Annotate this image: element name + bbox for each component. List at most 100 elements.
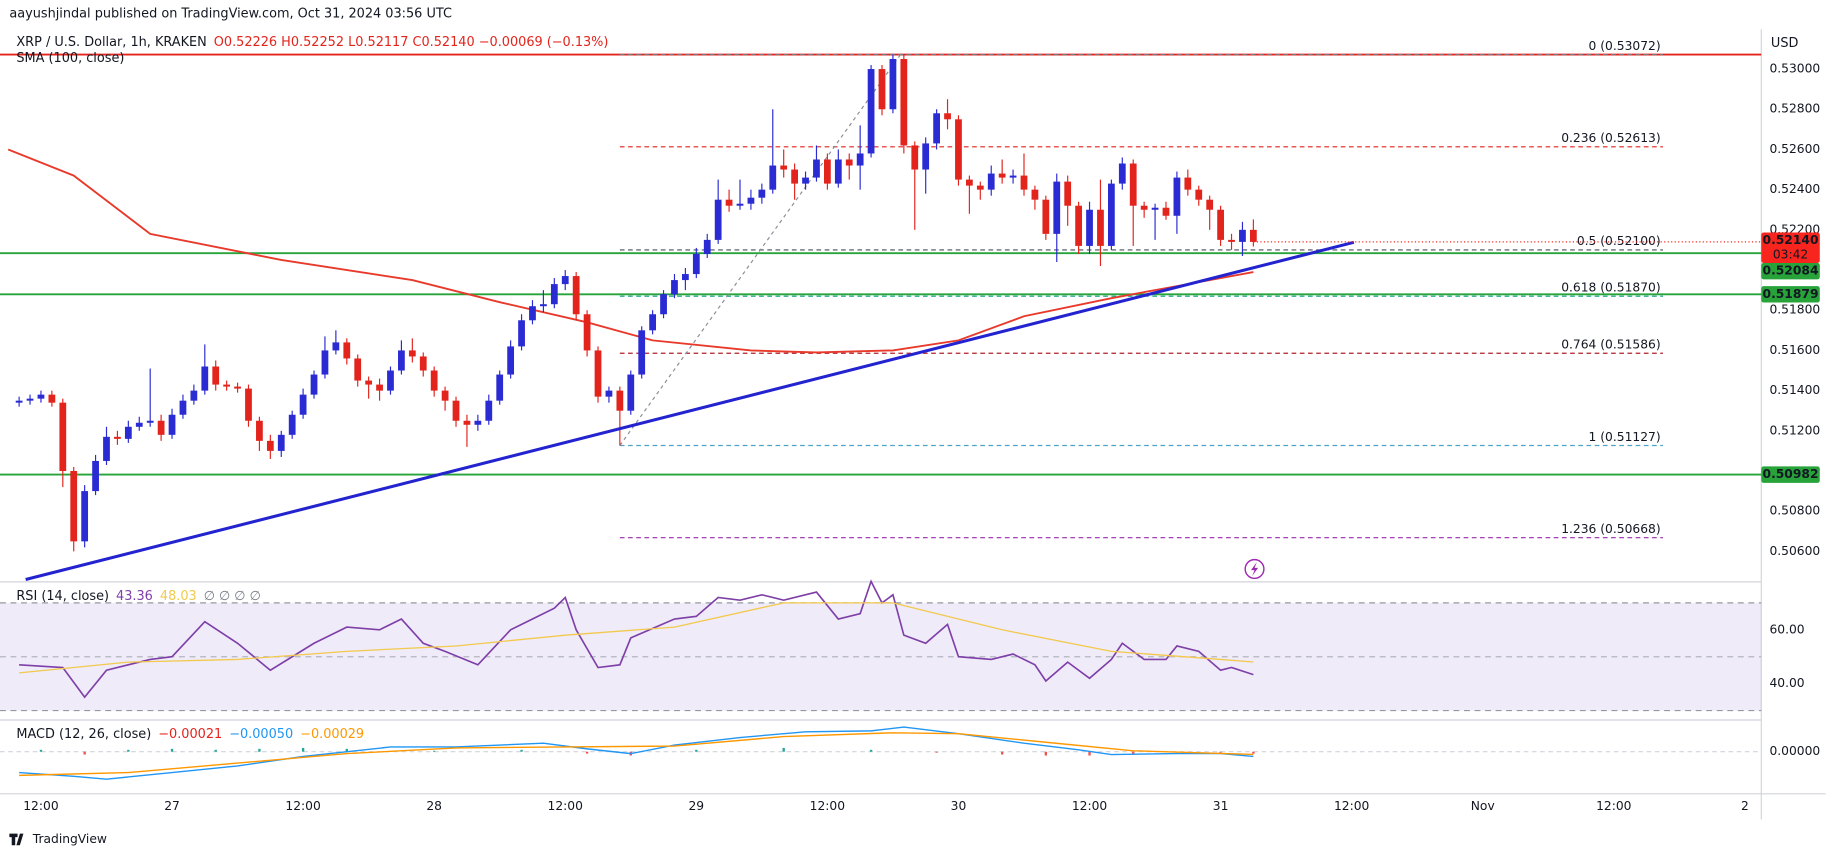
candle-body bbox=[266, 440, 274, 451]
candle-body bbox=[998, 173, 1006, 178]
y-tick-label: 0.52800 bbox=[1769, 102, 1820, 116]
candle-body bbox=[1097, 209, 1104, 246]
x-tick-label: 2 bbox=[1741, 799, 1749, 813]
macd-line bbox=[19, 732, 1254, 777]
candle-body bbox=[758, 189, 766, 198]
candle-body bbox=[922, 143, 930, 170]
x-tick-label: 12:00 bbox=[23, 799, 58, 813]
candle-body bbox=[1184, 177, 1192, 190]
fib-connector bbox=[619, 54, 902, 446]
candle-body bbox=[1249, 229, 1257, 242]
legend: XRP / U.S. Dollar, 1h, KRAKEN O0.52226 H0… bbox=[16, 35, 608, 50]
trend-line bbox=[25, 240, 1355, 582]
candle-body bbox=[671, 280, 678, 295]
candle-body bbox=[496, 374, 504, 401]
candle-body bbox=[550, 284, 558, 305]
macd-histogram-bar bbox=[258, 748, 261, 752]
macd-histogram-bar bbox=[170, 748, 174, 752]
candle-body bbox=[813, 159, 820, 178]
candle-body bbox=[769, 165, 777, 190]
candle-body bbox=[1129, 163, 1137, 206]
macd-histogram-bar bbox=[1088, 751, 1091, 756]
y-tick-label: 0.51600 bbox=[1769, 343, 1820, 357]
candle-body bbox=[223, 384, 231, 387]
candle-body bbox=[1195, 189, 1203, 200]
candle-body bbox=[1162, 207, 1170, 216]
candle-body bbox=[310, 374, 318, 395]
candle-body bbox=[845, 159, 853, 166]
y-tick-label: 40.00 bbox=[1769, 676, 1804, 690]
y-tick-label: 0.00000 bbox=[1769, 744, 1820, 758]
fib-label: 0.5 (0.52100) bbox=[1577, 234, 1661, 248]
fib-label: 0.764 (0.51586) bbox=[1561, 338, 1660, 352]
price-box-label: 0.52084 bbox=[1763, 264, 1819, 278]
fib-label: 1.236 (0.50668) bbox=[1561, 522, 1660, 536]
x-tick-label: 12:00 bbox=[810, 799, 845, 813]
x-tick-label: 30 bbox=[951, 799, 967, 813]
candle-body bbox=[343, 342, 351, 359]
candle-body bbox=[638, 330, 646, 375]
candle-body bbox=[540, 304, 547, 307]
candle-body bbox=[703, 239, 711, 254]
macd-histogram-bar bbox=[1000, 751, 1004, 755]
candle-body bbox=[419, 356, 427, 371]
brand-logo: TradingView bbox=[9, 832, 107, 846]
x-tick-label: 12:00 bbox=[1072, 799, 1107, 813]
candle-body bbox=[365, 380, 373, 385]
currency: USD bbox=[1771, 36, 1799, 51]
legend-title: XRP / U.S. Dollar, 1h, KRAKEN bbox=[16, 35, 206, 50]
candle-body bbox=[878, 69, 886, 110]
candle-body bbox=[1031, 189, 1039, 200]
candle-body bbox=[201, 366, 209, 391]
candle-body bbox=[965, 179, 973, 186]
candle-body bbox=[791, 169, 799, 184]
alert-icon bbox=[1244, 558, 1265, 580]
candle-body bbox=[780, 165, 788, 170]
x-tick-label: 27 bbox=[164, 799, 180, 813]
macd-histogram-bar bbox=[585, 751, 589, 754]
candle-body bbox=[92, 460, 99, 492]
candle-body bbox=[572, 276, 580, 315]
candle-body bbox=[1086, 209, 1093, 246]
candle-body bbox=[802, 177, 809, 184]
candle-body bbox=[234, 386, 241, 389]
macd-histogram-bar bbox=[301, 747, 305, 752]
x-tick-label: 28 bbox=[426, 799, 442, 813]
y-tick-label: 0.51200 bbox=[1769, 423, 1820, 437]
candle-body bbox=[1053, 181, 1061, 234]
macd-histogram-bar bbox=[1219, 751, 1222, 753]
macd-histogram-bar bbox=[214, 749, 217, 752]
candle-body bbox=[124, 426, 132, 439]
indicator-title: RSI (14, close) bbox=[16, 588, 109, 603]
candle-body bbox=[583, 314, 591, 351]
candle-body bbox=[256, 420, 263, 441]
price-box bbox=[1761, 262, 1820, 280]
candle-body bbox=[474, 420, 482, 425]
candle-body bbox=[190, 390, 198, 401]
candle-body bbox=[441, 390, 449, 401]
candle-body bbox=[682, 274, 689, 281]
y-tick-label: 0.50600 bbox=[1769, 544, 1820, 558]
candle-body bbox=[867, 69, 875, 154]
macd-histogram-bar bbox=[39, 749, 43, 752]
candle-body bbox=[976, 185, 984, 190]
indicator-value: −0.00050 bbox=[229, 727, 293, 742]
candle-body bbox=[26, 398, 34, 401]
macd-histogram-bar bbox=[1132, 751, 1135, 754]
candle-body bbox=[561, 276, 569, 285]
candle-body bbox=[48, 394, 56, 403]
rsi-line bbox=[19, 579, 1254, 699]
sma-line bbox=[7, 148, 1254, 354]
candle-body bbox=[157, 420, 165, 435]
indicator-legend: MACD (12, 26, close) −0.00021 −0.00050 −0.0… bbox=[16, 727, 364, 742]
candle-body bbox=[135, 422, 143, 427]
indicator-title: MACD (12, 26, close) bbox=[16, 727, 151, 742]
fib-label: 0.618 (0.51870) bbox=[1561, 280, 1660, 294]
candle-body bbox=[649, 314, 657, 331]
y-tick-label: 0.51400 bbox=[1769, 383, 1820, 397]
y-tick-label: 0.50800 bbox=[1769, 504, 1820, 518]
candle-body bbox=[889, 59, 897, 110]
candle-body bbox=[81, 491, 89, 542]
